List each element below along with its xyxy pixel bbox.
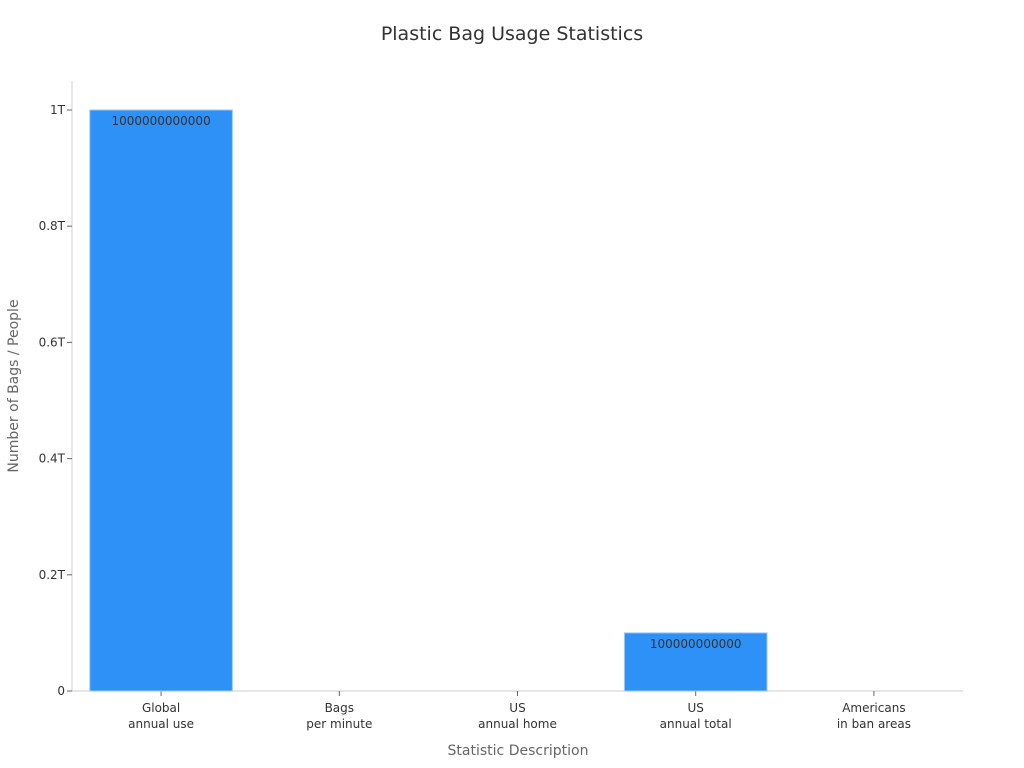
y-tick-label: 0	[57, 684, 65, 698]
x-tick-label: Americans	[842, 701, 905, 715]
y-tick-label: 0.8T	[39, 219, 66, 233]
y-axis-label: Number of Bags / People	[6, 299, 22, 472]
y-tick-label: 0.4T	[39, 452, 66, 466]
x-tick-label: annual use	[128, 717, 194, 731]
y-tick-label: 0.2T	[39, 568, 66, 582]
y-tick-label: 1T	[50, 103, 66, 117]
y-tick-label: 0.6T	[39, 335, 66, 349]
x-tick-label: per minute	[306, 717, 372, 731]
x-tick-label: US	[509, 701, 525, 715]
bar	[89, 109, 233, 692]
bar-data-label: 1000000000000	[111, 114, 210, 128]
x-tick-label: in ban areas	[837, 717, 911, 731]
chart-title: Plastic Bag Usage Statistics	[381, 23, 643, 45]
x-tick-label: annual home	[478, 717, 557, 731]
x-axis-label: Statistic Description	[448, 743, 589, 759]
bar	[623, 632, 768, 692]
x-tick-label: Global	[142, 701, 180, 715]
x-tick-label: annual total	[660, 717, 732, 731]
x-tick-label: Bags	[325, 701, 354, 715]
x-tick-label: US	[687, 701, 703, 715]
bar-data-label: 100000000000	[650, 637, 742, 651]
